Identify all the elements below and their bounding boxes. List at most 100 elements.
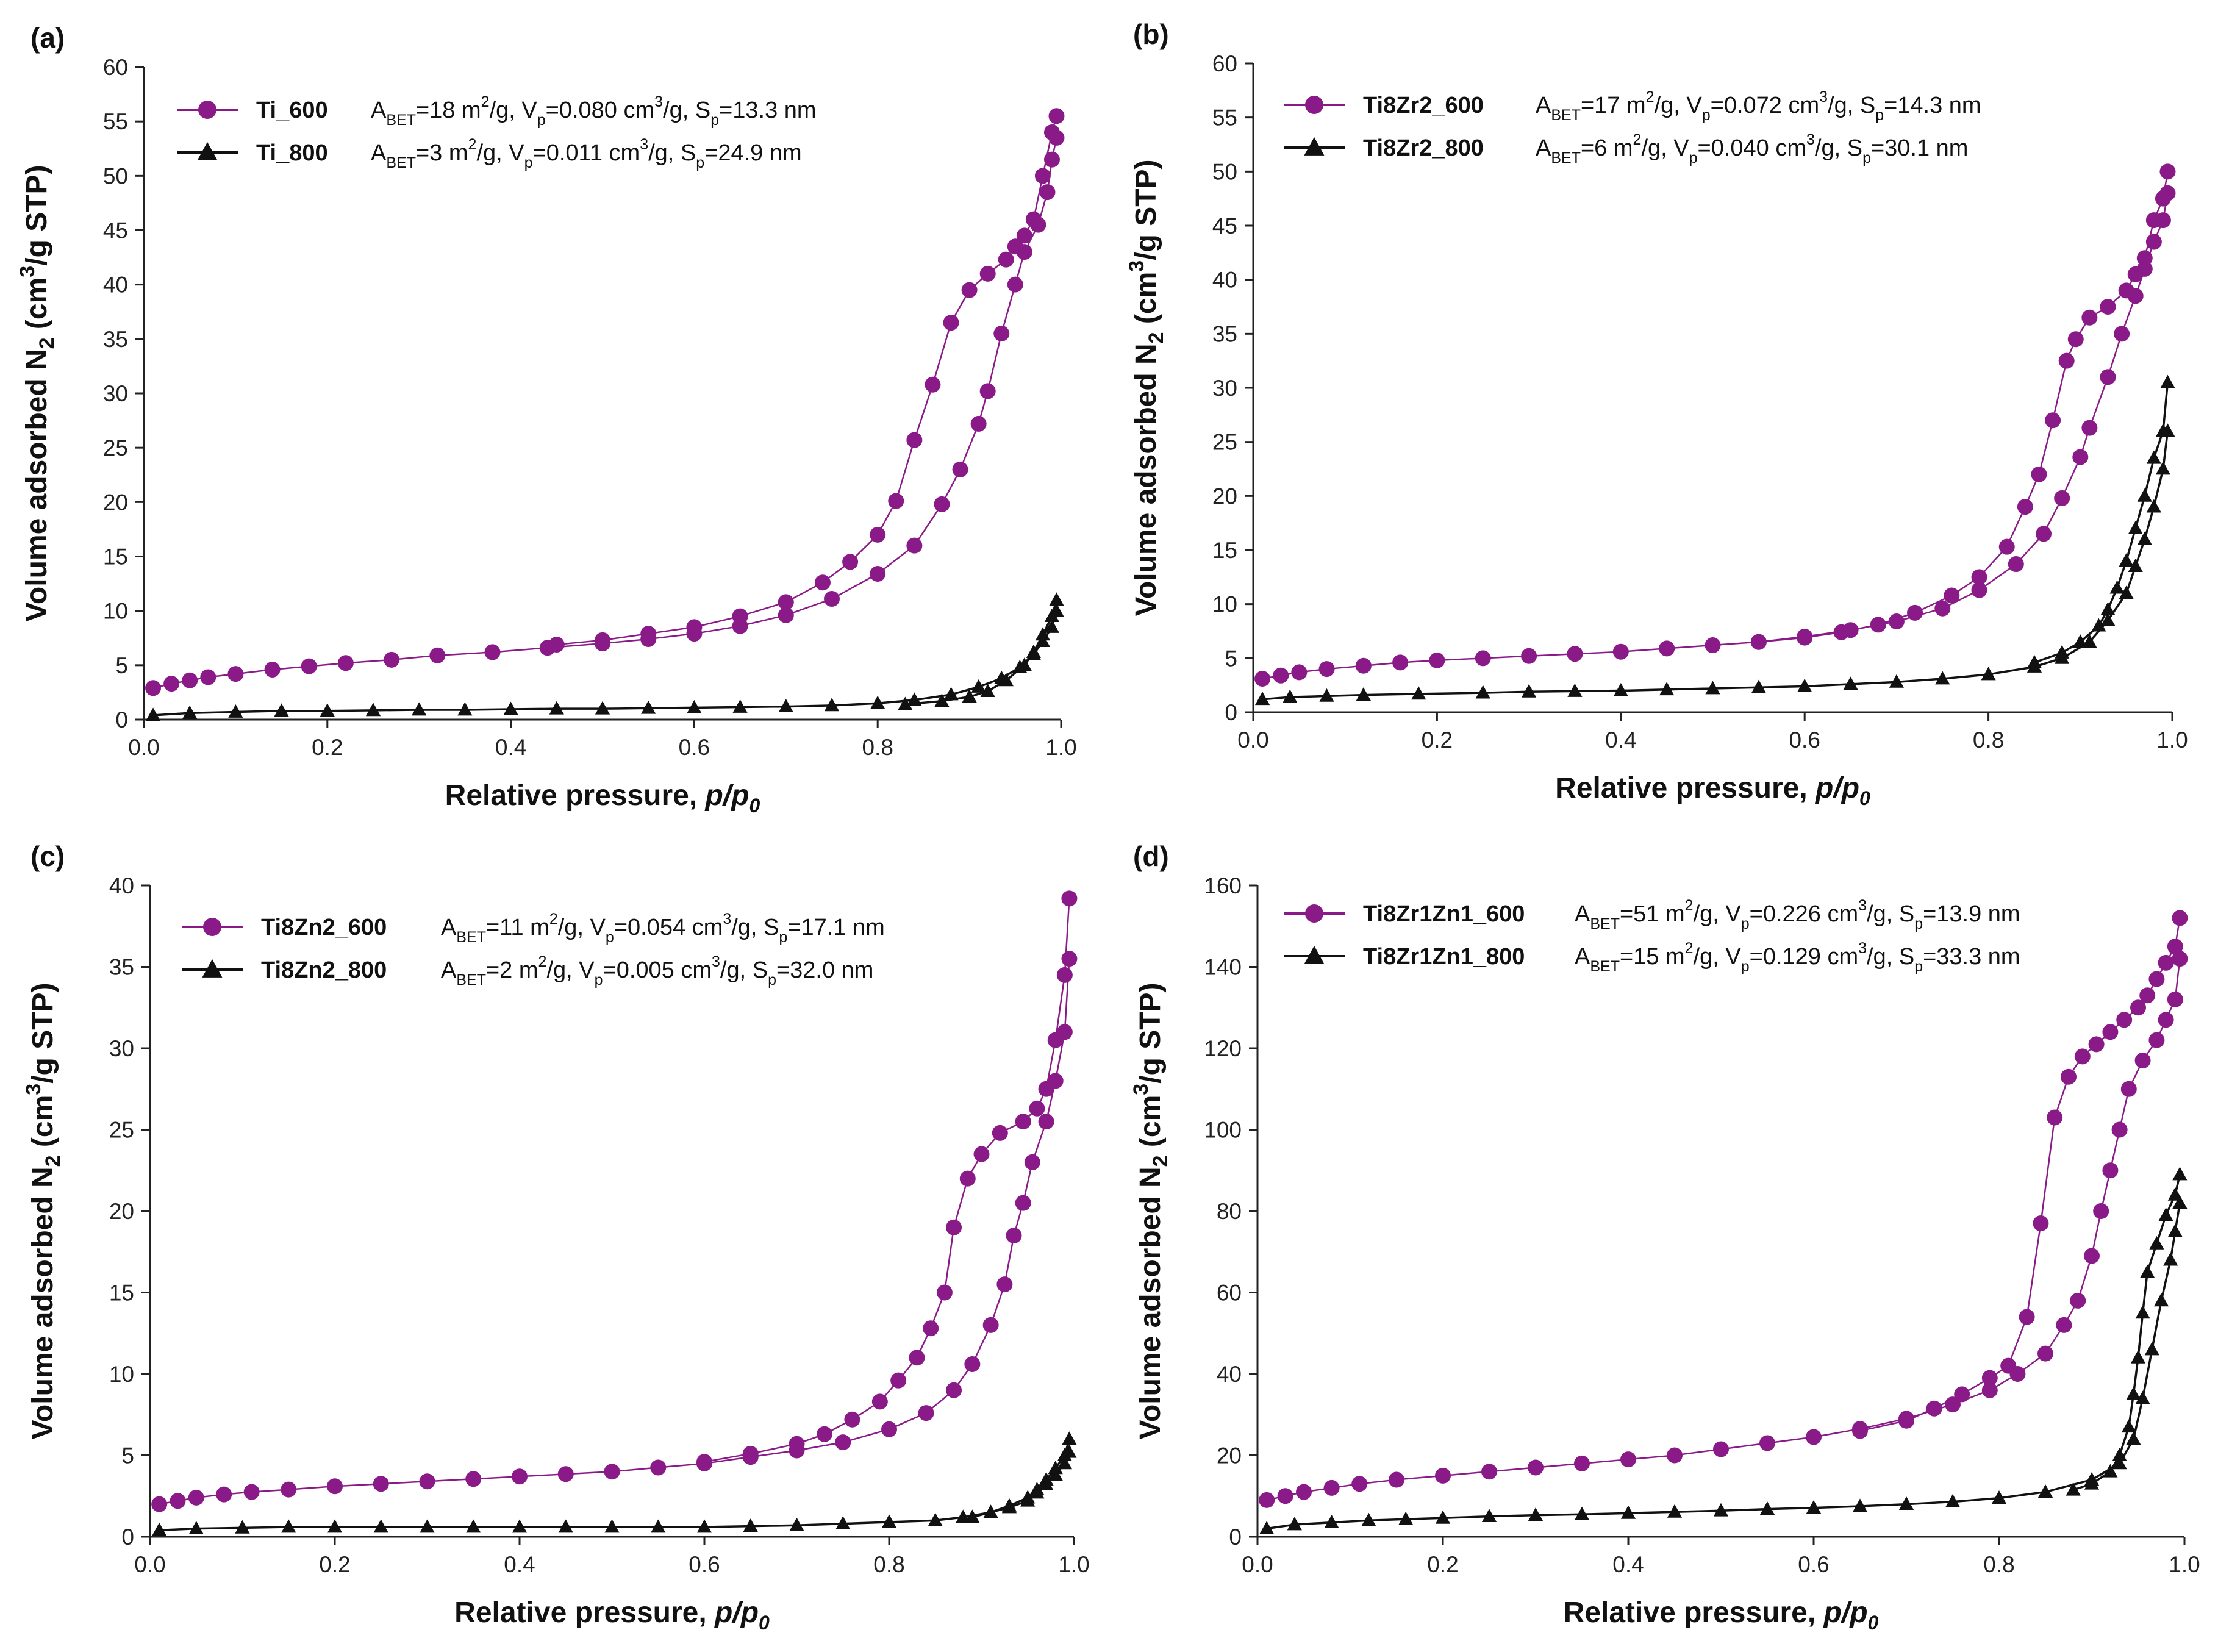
series-Ti8Zr1Zn1_600 [1259,910,2188,1508]
data-point [2054,490,2070,506]
y-tick-label: 60 [103,55,128,80]
data-point [1355,657,1372,674]
data-point [2100,299,2116,315]
data-point [1481,1464,1497,1480]
data-point [2058,352,2075,369]
data-point [2167,1223,2183,1237]
data-point [1898,1412,1914,1429]
data-point [2074,1048,2091,1065]
data-point [1705,637,1721,654]
x-tick-label: 0.2 [312,735,343,760]
y-tick-label: 0 [1225,700,1237,725]
data-point [870,566,886,582]
data-point [1001,1498,1017,1512]
data-point [1751,679,1766,693]
desorption-line [556,115,1057,646]
data-point [1981,1382,1998,1398]
data-point [1057,1456,1072,1470]
data-point [946,1382,962,1398]
data-point [1475,650,1491,667]
data-point [870,526,886,543]
data-point [281,1481,297,1498]
data-point [373,1476,389,1492]
data-point [2121,1419,2136,1433]
data-point [1750,634,1767,650]
data-point [1521,648,1537,664]
data-point [2047,1109,2063,1126]
data-point [2140,1264,2155,1278]
y-tick-label: 100 [1204,1118,1242,1143]
data-point [696,1519,712,1533]
y-tick-label: 30 [103,381,128,406]
data-point [1907,604,1923,621]
data-point [906,537,923,554]
data-point [2172,910,2188,926]
y-axis-title: Volume adsorbed N2 (cm3/g STP) [16,165,59,621]
data-point [2167,939,2183,955]
data-point [1259,1521,1275,1535]
data-point [2172,1167,2188,1181]
desorption-line [1758,171,2169,643]
data-point [2091,618,2106,632]
y-tick-label: 30 [1212,376,1237,401]
data-point [1971,582,1987,598]
data-point [1926,1400,1942,1417]
panel-label: (a) [30,22,65,54]
y-tick-label: 0 [121,1525,134,1550]
data-point [604,1519,620,1533]
desorption-line [1859,918,2181,1432]
data-point [962,689,977,703]
data-point [778,607,794,623]
legend-stats: ABET=51 m2/g, Vp=0.226 cm3/g, Sp=13.9 nm [1575,897,2020,932]
data-point [2172,1195,2188,1209]
data-point [835,1516,851,1530]
x-tick-label: 0.6 [1798,1552,1829,1577]
data-point [188,1521,204,1535]
data-point [1833,624,1850,640]
data-point [1254,692,1270,706]
data-point [1361,1512,1376,1526]
data-point [2072,449,2089,465]
data-point [1759,1501,1775,1515]
chart-panel-3: (c) 0.0 0.2 0.4 0.6 0.8 1.0 0 5 10 15 20 25 30 35 40 Rel… [22,840,1090,1634]
data-point [1998,538,2015,555]
data-point [1324,1515,1339,1529]
data-point [2061,1068,2077,1085]
data-point [2126,1431,2141,1445]
data-point [2146,450,2161,464]
data-point [145,707,161,721]
data-point [2033,1215,2049,1232]
data-point [457,702,473,716]
data-point [1870,617,1886,633]
data-point [998,673,1014,687]
y-tick-label: 25 [109,1118,134,1143]
x-axis-title: Relative pressure, p/p0 [445,779,760,817]
y-tick-label: 15 [103,545,128,570]
data-point [1659,640,1675,657]
data-point [2160,374,2175,388]
y-tick-label: 40 [1212,268,1237,293]
x-tick-label: 0.6 [1789,728,1820,753]
y-tick-label: 0 [1229,1525,1242,1550]
adsorption-line [1266,1203,2181,1530]
data-point [1015,1195,1031,1211]
data-point [1044,609,1060,622]
desorption-line [905,599,1058,706]
data-point [2055,645,2070,659]
chart-panel-1: (a) 0.0 0.2 0.4 0.6 0.8 1.0 0 5 10 15 20 25 30 35 40 45 5… [16,22,1077,817]
data-point [170,1493,186,1509]
data-point [274,703,289,717]
data-point [2081,420,2098,436]
x-tick-label: 0.2 [1422,728,1453,753]
y-tick-label: 20 [109,1199,134,1224]
data-point [182,705,198,719]
legend-stats: ABET=15 m2/g, Vp=0.129 cm3/g, Sp=33.3 nm [1575,940,2020,975]
data-point [2128,559,2143,573]
data-point [548,636,565,653]
data-point [2146,499,2161,513]
data-point [558,1519,573,1533]
x-tick-label: 0.2 [1427,1552,1458,1577]
data-point [998,251,1014,268]
legend-name: Ti_800 [256,140,328,166]
data-point [2045,412,2061,429]
